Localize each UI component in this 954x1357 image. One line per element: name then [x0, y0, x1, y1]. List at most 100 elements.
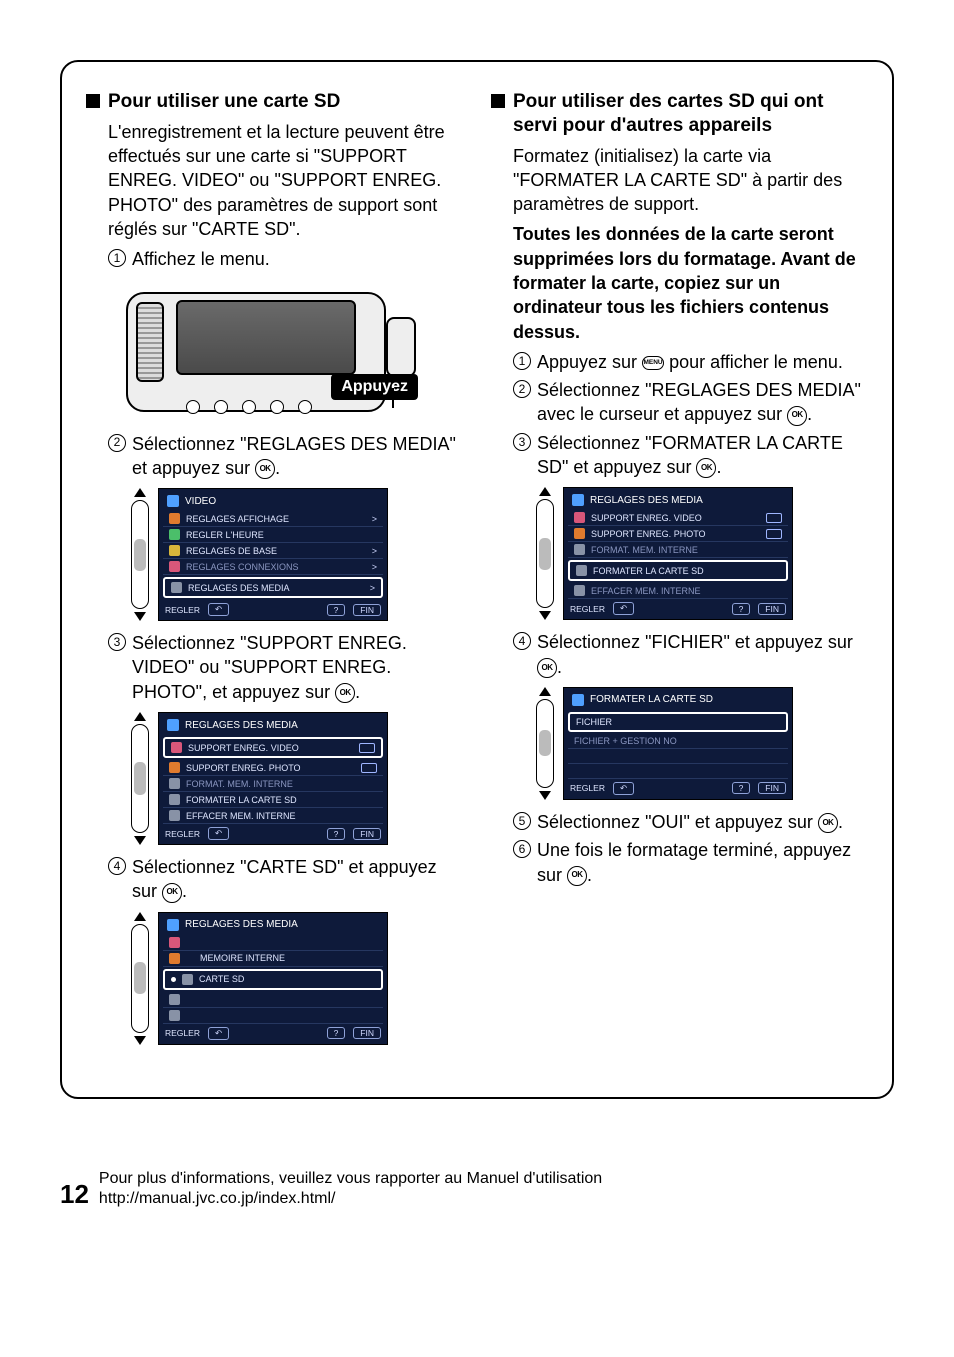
footer-line1: Pour plus d'informations, veuillez vous … — [99, 1169, 602, 1190]
chevron-icon: > — [372, 546, 377, 556]
scroll-indicator — [126, 488, 154, 621]
menu-row: REGLER L'HEURE — [163, 527, 383, 543]
menu-footer: REGLER ↶ ? FIN — [568, 779, 788, 795]
bullet-square — [86, 94, 100, 108]
row-text: REGLAGES CONNEXIONS — [186, 562, 299, 572]
left-step-4: 4 Sélectionnez "CARTE SD" et appuyez sur… — [108, 855, 463, 904]
scroll-up-icon — [539, 487, 551, 496]
ok-icon: OK — [537, 658, 557, 678]
menu-row: EFFACER MEM. INTERNE — [163, 808, 383, 824]
footer-help-btn: ? — [732, 782, 751, 794]
menu-title-text: REGLAGES DES MEDIA — [590, 495, 703, 506]
row-icon — [169, 794, 180, 805]
text: . — [807, 404, 812, 424]
scroll-indicator — [531, 687, 559, 800]
scroll-down-icon — [134, 836, 146, 845]
step-number-6: 6 — [513, 840, 531, 858]
menu-icon: MENU — [642, 356, 664, 370]
footer-line2: http://manual.jvc.co.jp/index.html/ — [99, 1189, 602, 1210]
row-icon — [574, 528, 585, 539]
footer-help-btn: ? — [327, 604, 346, 616]
footer-fin-btn: FIN — [353, 1027, 381, 1039]
ok-icon: OK — [567, 866, 587, 886]
ok-icon: OK — [335, 683, 355, 703]
scroll-indicator — [531, 487, 559, 620]
scroll-up-icon — [539, 687, 551, 696]
menu-row-selected: REGLAGES DES MEDIA> — [163, 577, 383, 598]
scroll-down-icon — [134, 612, 146, 621]
footer-fin-btn: FIN — [353, 604, 381, 616]
right-title: Pour utiliser des cartes SD qui ont serv… — [513, 90, 868, 138]
footer-help-btn: ? — [732, 603, 751, 615]
text: Sélectionnez "REGLAGES DES MEDIA" avec l… — [537, 380, 861, 424]
row-icon — [169, 810, 180, 821]
left-step3-text: Sélectionnez "SUPPORT ENREG. VIDEO" ou "… — [132, 631, 463, 704]
row-text: FICHIER + GESTION NO — [574, 736, 677, 746]
camcorder-grip — [136, 302, 164, 382]
text: Sélectionnez "SUPPORT ENREG. VIDEO" ou "… — [132, 633, 407, 702]
row-badge — [766, 513, 782, 523]
menu-title-text: REGLAGES DES MEDIA — [185, 720, 298, 731]
menu-row — [163, 935, 383, 951]
menu-panel: REGLAGES DES MEDIA MEMOIRE INTERNE CARTE… — [158, 912, 388, 1045]
row-text: EFFACER MEM. INTERNE — [591, 586, 701, 596]
row-text: REGLER L'HEURE — [186, 530, 264, 540]
footer-back-btn: ↶ — [613, 782, 634, 795]
scroll-bar — [536, 499, 554, 608]
right-step4-text: Sélectionnez "FICHIER" et appuyez sur OK… — [537, 630, 868, 679]
sd-icon — [182, 974, 193, 985]
row-icon — [169, 561, 180, 572]
appuyez-pointer — [392, 388, 394, 408]
left-step-1: 1 Affichez le menu. — [108, 247, 463, 271]
menu-footer: REGLER ↶ ? FIN — [568, 599, 788, 615]
scroll-down-icon — [539, 791, 551, 800]
page-footer: 12 Pour plus d'informations, veuillez vo… — [60, 1169, 894, 1211]
right-heading: Pour utiliser des cartes SD qui ont serv… — [491, 90, 868, 138]
menu-title: VIDEO — [163, 493, 383, 511]
right-step-2: 2 Sélectionnez "REGLAGES DES MEDIA" avec… — [513, 378, 868, 427]
menu-row: SUPPORT ENREG. PHOTO — [568, 526, 788, 542]
menu-icon — [167, 919, 179, 931]
ok-icon: OK — [818, 813, 838, 833]
menu-panel: REGLAGES DES MEDIA SUPPORT ENREG. VIDEO … — [563, 487, 793, 620]
row-icon — [169, 953, 180, 964]
text: . — [716, 457, 721, 477]
scroll-bar — [131, 924, 149, 1033]
left-intro: L'enregistrement et la lecture peuvent ê… — [108, 120, 463, 241]
row-icon — [574, 585, 585, 596]
content-frame: Pour utiliser une carte SD L'enregistrem… — [60, 60, 894, 1099]
row-text: SUPPORT ENREG. VIDEO — [188, 743, 299, 753]
menu-row: SUPPORT ENREG. PHOTO — [163, 760, 383, 776]
row-icon — [576, 565, 587, 576]
right-step-4: 4 Sélectionnez "FICHIER" et appuyez sur … — [513, 630, 868, 679]
left-step-2: 2 Sélectionnez "REGLAGES DES MEDIA" et a… — [108, 432, 463, 481]
right-step6-text: Une fois le formatage terminé, appuyez s… — [537, 838, 868, 887]
step-number-1: 1 — [108, 249, 126, 267]
footer-back-btn: ↶ — [208, 603, 229, 616]
menu-row: EFFACER MEM. INTERNE — [568, 583, 788, 599]
menu-row — [163, 992, 383, 1008]
text: . — [275, 458, 280, 478]
menu-screenshot-a: REGLAGES DES MEDIA SUPPORT ENREG. VIDEO … — [531, 487, 868, 620]
left-step-3: 3 Sélectionnez "SUPPORT ENREG. VIDEO" ou… — [108, 631, 463, 704]
footer-fin-btn: FIN — [353, 828, 381, 840]
camcorder-illustration: Appuyez — [126, 282, 406, 422]
menu-row — [163, 1008, 383, 1024]
menu-row: REGLAGES DE BASE> — [163, 543, 383, 559]
text: Sélectionnez "OUI" et appuyez sur — [537, 812, 818, 832]
row-text: SUPPORT ENREG. PHOTO — [186, 763, 301, 773]
right-step-5: 5 Sélectionnez "OUI" et appuyez sur OK. — [513, 810, 868, 834]
chevron-icon: > — [370, 583, 375, 593]
left-heading: Pour utiliser une carte SD — [86, 90, 463, 114]
menu-row-selected: FORMATER LA CARTE SD — [568, 560, 788, 581]
chevron-icon: > — [372, 562, 377, 572]
footer-regler: REGLER — [570, 604, 605, 614]
menu-row: FORMATER LA CARTE SD — [163, 792, 383, 808]
scroll-bar — [536, 699, 554, 788]
row-text: FORMATER LA CARTE SD — [593, 566, 704, 576]
text: . — [838, 812, 843, 832]
menu-screenshot-2: REGLAGES DES MEDIA SUPPORT ENREG. VIDEO … — [126, 712, 463, 845]
row-badge — [359, 743, 375, 753]
scroll-bar — [131, 500, 149, 609]
left-step4-text: Sélectionnez "CARTE SD" et appuyez sur O… — [132, 855, 463, 904]
